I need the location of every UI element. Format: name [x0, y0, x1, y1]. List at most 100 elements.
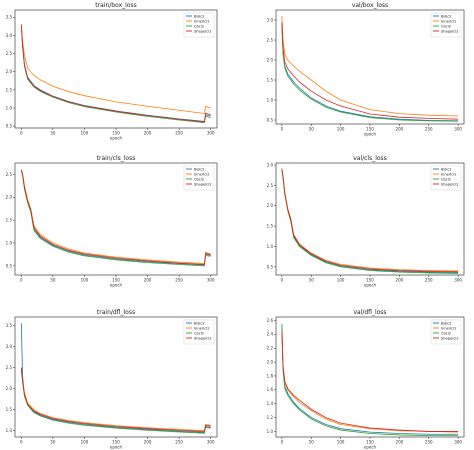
y-tick-label: 2.0	[267, 359, 274, 364]
x-tick-label: 200	[396, 127, 404, 132]
legend-entry: Cbcl2	[194, 24, 204, 28]
y-tick-label: 2.5	[6, 172, 13, 177]
x-tick-label: 150	[112, 440, 120, 445]
x-tick-label: 50	[309, 278, 315, 283]
legend-entry: Cbcl2	[194, 177, 204, 181]
series-line-4	[20, 24, 211, 123]
y-tick-label: 2.5	[6, 51, 13, 56]
y-tick-label: 3.0	[267, 17, 274, 22]
y-tick-label: 3.0	[6, 33, 13, 38]
legend-entry: Bisic2	[441, 14, 452, 18]
legend-entry: Bisic2	[194, 14, 205, 18]
series-line-3	[281, 25, 459, 122]
legend-entry: Innerlci2	[441, 326, 457, 330]
legend-entry: Innerlci2	[194, 172, 210, 176]
y-tick-label: 1.0	[6, 240, 13, 245]
y-tick-label: 1.2	[267, 415, 274, 420]
x-tick-label: 300	[207, 131, 215, 136]
y-tick-label: 1.6	[267, 387, 274, 392]
y-tick-label: 1.5	[267, 224, 274, 229]
x-tick-label: 200	[144, 278, 152, 283]
series-line-3	[20, 169, 211, 267]
x-tick-label: 300	[454, 440, 462, 445]
series-line-4	[281, 21, 459, 120]
legend-entry: Bisic2	[441, 321, 452, 325]
x-tick-label: 250	[175, 131, 183, 136]
x-tick-label: 0	[20, 278, 23, 283]
x-tick-label: 150	[112, 131, 120, 136]
series-line-1	[20, 24, 211, 122]
legend-entry: Shapelci2	[194, 336, 212, 340]
x-tick-label: 200	[396, 440, 404, 445]
legend-entry: Shapelci2	[194, 29, 212, 33]
x-tick-label: 150	[366, 278, 374, 283]
chart-title: train/dfl_loss	[97, 309, 135, 316]
legend-entry: Innerlci2	[194, 19, 210, 23]
series-line-3	[20, 369, 211, 434]
x-tick-label: 50	[50, 440, 56, 445]
x-tick-label: 100	[81, 440, 89, 445]
chart-panel-6: val/dfl_loss 0 50 100 150 200 250 300 1.0 1.2 1.4 1…	[267, 309, 465, 450]
legend-entry: Shapelci2	[194, 182, 212, 186]
legend-entry: Cbcl2	[441, 24, 451, 28]
chart-panel-2: val/box_loss 0 50 100 150 200 250 300 0.5 1.0 1.5 2…	[267, 2, 465, 137]
x-tick-label: 250	[175, 278, 183, 283]
x-tick-label: 50	[309, 440, 315, 445]
y-tick-label: 1.5	[267, 77, 274, 82]
y-tick-label: 2.4	[267, 332, 274, 337]
series-line-1	[20, 169, 211, 266]
x-tick-label: 100	[337, 278, 345, 283]
y-tick-label: 0.5	[6, 263, 13, 268]
y-tick-label: 3.0	[6, 344, 13, 349]
legend-entry: Innerlci2	[194, 326, 210, 330]
series-line-2	[20, 169, 211, 264]
y-tick-label: 0.5	[267, 117, 274, 122]
series-line-4	[20, 169, 211, 265]
x-axis-label: epoch	[364, 132, 377, 137]
x-tick-label: 50	[50, 131, 56, 136]
y-tick-label: 1.5	[6, 218, 13, 223]
y-tick-label: 0.5	[267, 264, 274, 269]
series-line-2	[281, 334, 459, 433]
chart-panel-1: train/box_loss 0 50 100 150 200 250 300 0.5 1.0 1.…	[6, 2, 218, 141]
chart-title: train/cls_loss	[97, 155, 136, 162]
legend-entry: Innerlci2	[441, 19, 457, 23]
chart-title: train/box_loss	[95, 2, 136, 9]
legend-entry: Cbcl2	[441, 177, 451, 181]
chart-title: val/dfl_loss	[353, 309, 386, 316]
legend-entry: Innerlci2	[441, 172, 457, 176]
x-tick-label: 250	[425, 440, 433, 445]
legend-entry: Bisic2	[194, 167, 205, 171]
legend-entry: Bisic2	[194, 321, 205, 325]
y-tick-label: 3.5	[6, 15, 13, 20]
x-axis-label: epoch	[110, 283, 123, 288]
chart-title: val/box_loss	[352, 2, 388, 9]
legend-frame	[183, 165, 215, 191]
series-line-3	[20, 24, 211, 123]
legend-entry: Cbcl2	[441, 331, 451, 335]
x-tick-label: 300	[454, 278, 462, 283]
series-line-1	[20, 323, 211, 433]
x-tick-label: 100	[337, 127, 345, 132]
x-tick-label: 0	[20, 131, 23, 136]
x-tick-label: 150	[366, 127, 374, 132]
x-axis-label: epoch	[364, 283, 377, 288]
x-tick-label: 100	[81, 131, 89, 136]
x-tick-label: 250	[425, 278, 433, 283]
x-tick-label: 200	[396, 278, 404, 283]
y-tick-label: 2.0	[6, 386, 13, 391]
y-tick-label: 2.5	[6, 365, 13, 370]
legend-entry: Shapelci2	[441, 182, 459, 186]
y-tick-label: 1.0	[6, 428, 13, 433]
chart-panel-3: train/cls_loss 0 50 100 150 200 250 300 0.5 1.0 1.…	[6, 155, 218, 288]
x-axis-label: epoch	[364, 445, 377, 450]
x-tick-label: 300	[207, 278, 215, 283]
x-tick-label: 100	[337, 440, 345, 445]
y-tick-label: 1.5	[6, 407, 13, 412]
y-tick-label: 1.0	[267, 97, 274, 102]
y-tick-label: 2.5	[267, 37, 274, 42]
